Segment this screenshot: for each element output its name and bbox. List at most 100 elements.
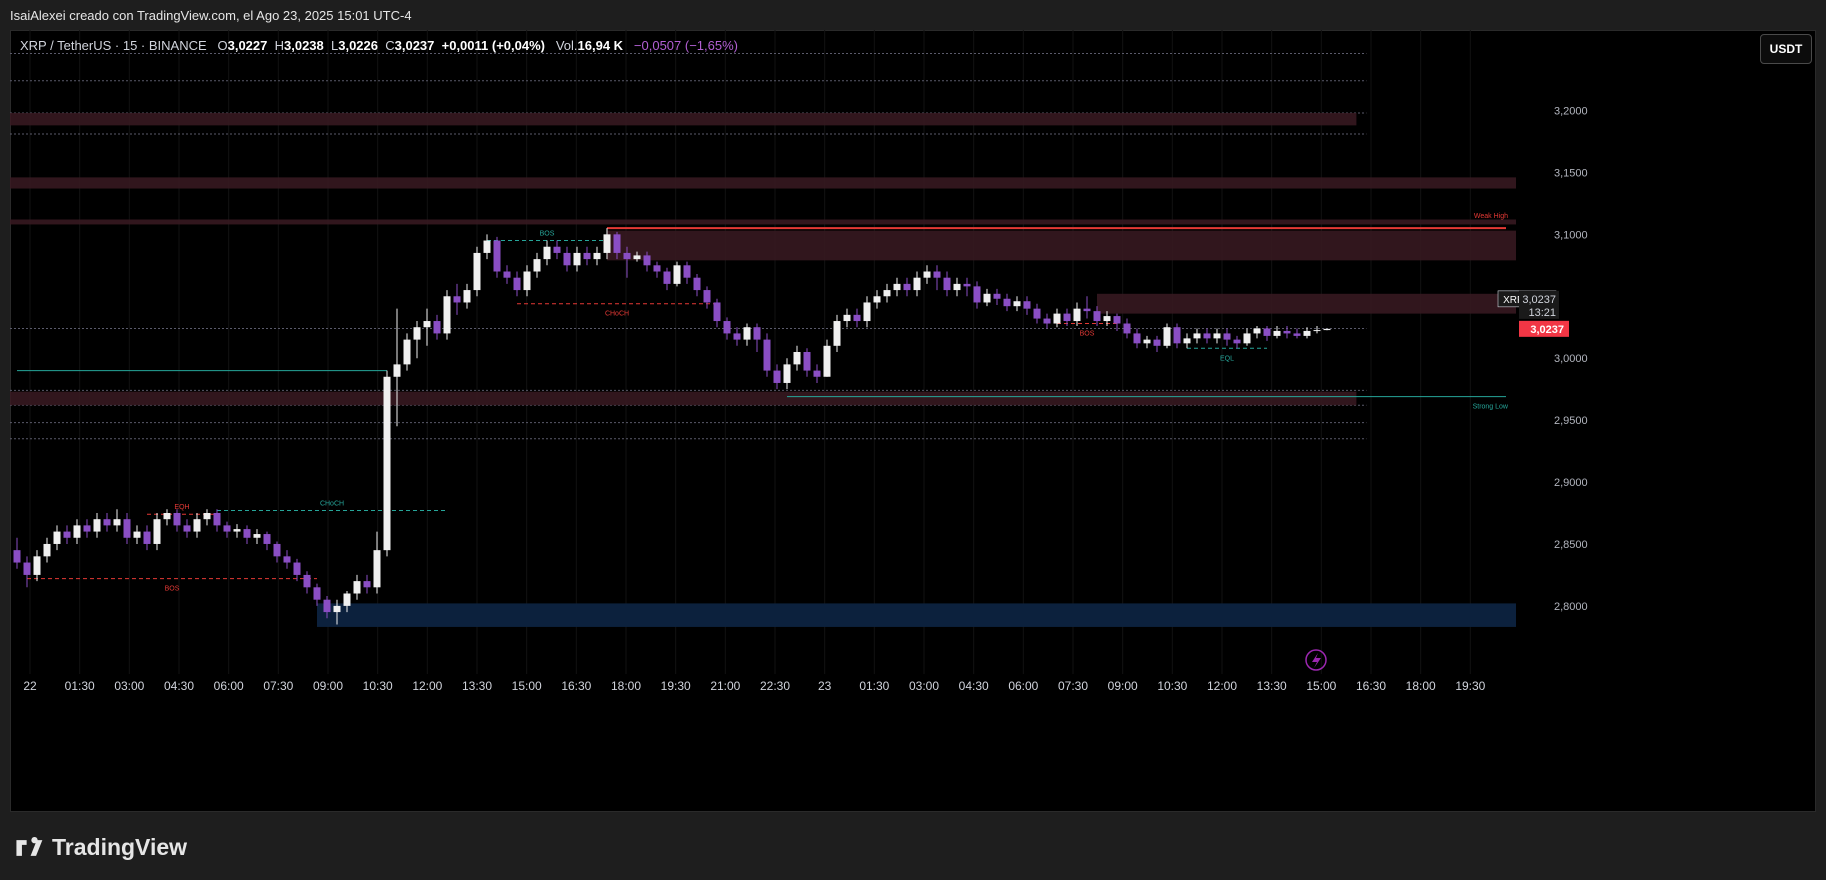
candle-body <box>733 333 741 340</box>
last-price-tag-box <box>1519 320 1569 337</box>
symbol-name[interactable]: XRP / TetherUS · 15 · BINANCE <box>20 38 207 53</box>
candle-body <box>1273 330 1281 336</box>
swing-label: Weak High <box>1474 213 1508 220</box>
candle-body <box>603 234 611 253</box>
candle-body <box>133 531 141 538</box>
footer-bar <box>0 812 1826 880</box>
low-label: L <box>331 38 339 53</box>
y-tick-label: 3,1000 <box>1554 229 1588 241</box>
structure-label-bos: BOS <box>1080 331 1095 338</box>
x-tick-label: 22 <box>23 679 37 693</box>
candle-body <box>813 370 821 377</box>
candle-body <box>1293 333 1301 336</box>
candle-body <box>1033 308 1041 319</box>
volume-value: 16,94 K <box>577 38 624 53</box>
structure-label-choch: CHoCH <box>320 501 344 508</box>
structure-label-eqh: EQH <box>174 504 189 511</box>
structure-label-bos: BOS <box>540 231 555 238</box>
candle-body <box>1103 316 1111 322</box>
x-tick-label: 06:00 <box>214 679 244 693</box>
candle-body <box>213 513 221 526</box>
x-tick-label: 15:00 <box>512 679 542 693</box>
x-tick-label: 21:00 <box>710 679 740 693</box>
close-value: 3,0237 <box>394 38 435 53</box>
candle-body <box>223 525 231 532</box>
tradingview-logo[interactable]: TradingView <box>12 834 187 861</box>
candle-body <box>483 240 491 253</box>
candle-body <box>1083 308 1091 312</box>
candle-body <box>63 531 71 538</box>
candle-body <box>523 271 531 291</box>
candle-body <box>1113 316 1121 324</box>
symbol-legend: XRP / TetherUS · 15 · BINANCE O3,0227 H3… <box>20 38 738 53</box>
candle-body <box>653 265 661 272</box>
candle-body <box>783 364 791 383</box>
candle-body <box>773 370 781 383</box>
x-tick-label: 03:00 <box>114 679 144 693</box>
x-tick-label: 04:30 <box>959 679 989 693</box>
candle-countdown: 13:21 <box>1528 307 1556 319</box>
x-tick-label: 12:00 <box>1207 679 1237 693</box>
candle-body <box>233 529 241 532</box>
candle-body <box>1233 339 1241 344</box>
candle-body <box>903 283 911 291</box>
price-countdown-box <box>1519 290 1559 319</box>
candle-body <box>263 534 271 544</box>
candle-body <box>1093 311 1101 322</box>
candle-body <box>53 531 61 544</box>
lightning-bolt-icon <box>1312 653 1321 668</box>
candle-body <box>473 252 481 291</box>
candle-body <box>1023 301 1031 309</box>
candle-body <box>943 277 951 291</box>
candle-body <box>753 327 761 340</box>
candle-body <box>13 550 21 563</box>
candle-body <box>333 605 341 613</box>
candle-body <box>673 265 681 284</box>
candle-body <box>583 252 591 260</box>
candle-body <box>803 352 811 371</box>
candle-body <box>1303 330 1311 336</box>
y-tick-label: 3,2000 <box>1554 106 1588 118</box>
candle-body <box>703 290 711 303</box>
structure-label-bos: BOS <box>165 586 180 593</box>
candle-body <box>353 581 361 594</box>
x-tick-label: 19:30 <box>1455 679 1485 693</box>
indicator-change: −0,0507 (−1,65%) <box>633 38 738 53</box>
candle-body <box>953 283 961 291</box>
candle-body <box>323 599 331 613</box>
candle-body <box>1053 313 1061 324</box>
candle-body <box>1243 333 1251 344</box>
candle-body <box>143 531 151 544</box>
x-tick-label: 18:00 <box>611 679 641 693</box>
volume-label: Vol. <box>555 38 578 53</box>
candle-body <box>893 283 901 291</box>
candle-body <box>93 519 101 532</box>
x-tick-label: 22:30 <box>760 679 790 693</box>
candle-body <box>1013 301 1021 307</box>
candle-body <box>363 581 371 588</box>
x-tick-label: 16:30 <box>1356 679 1386 693</box>
candle-body <box>663 271 671 284</box>
candle-body <box>1213 333 1221 339</box>
candle-body <box>1163 327 1171 346</box>
candle-body <box>1043 318 1051 324</box>
x-tick-label: 12:00 <box>412 679 442 693</box>
currency-button[interactable]: USDT <box>1760 34 1812 64</box>
candle-body <box>683 265 691 278</box>
supply-zone <box>1097 293 1516 314</box>
chart-credit: IsaiAlexei creado con TradingView.com, e… <box>10 8 412 23</box>
candle-body <box>723 321 731 334</box>
candle-body <box>863 302 871 322</box>
high-value: 3,0238 <box>284 38 324 53</box>
candle-body <box>463 290 471 303</box>
x-tick-label: 09:00 <box>1108 679 1138 693</box>
candle-body <box>533 259 541 272</box>
x-tick-label: 01:30 <box>65 679 95 693</box>
candle-body <box>413 327 421 340</box>
tradingview-logo-icon <box>16 836 43 856</box>
swing-label: Strong Low <box>1473 404 1509 411</box>
x-tick-label: 07:30 <box>1058 679 1088 693</box>
candle-body <box>593 252 601 260</box>
candle-body <box>1063 313 1071 322</box>
price-chart[interactable]: EQH BOS CHoCH BOS CHoCH BOS EQL Weak High Strong… <box>10 30 1816 812</box>
